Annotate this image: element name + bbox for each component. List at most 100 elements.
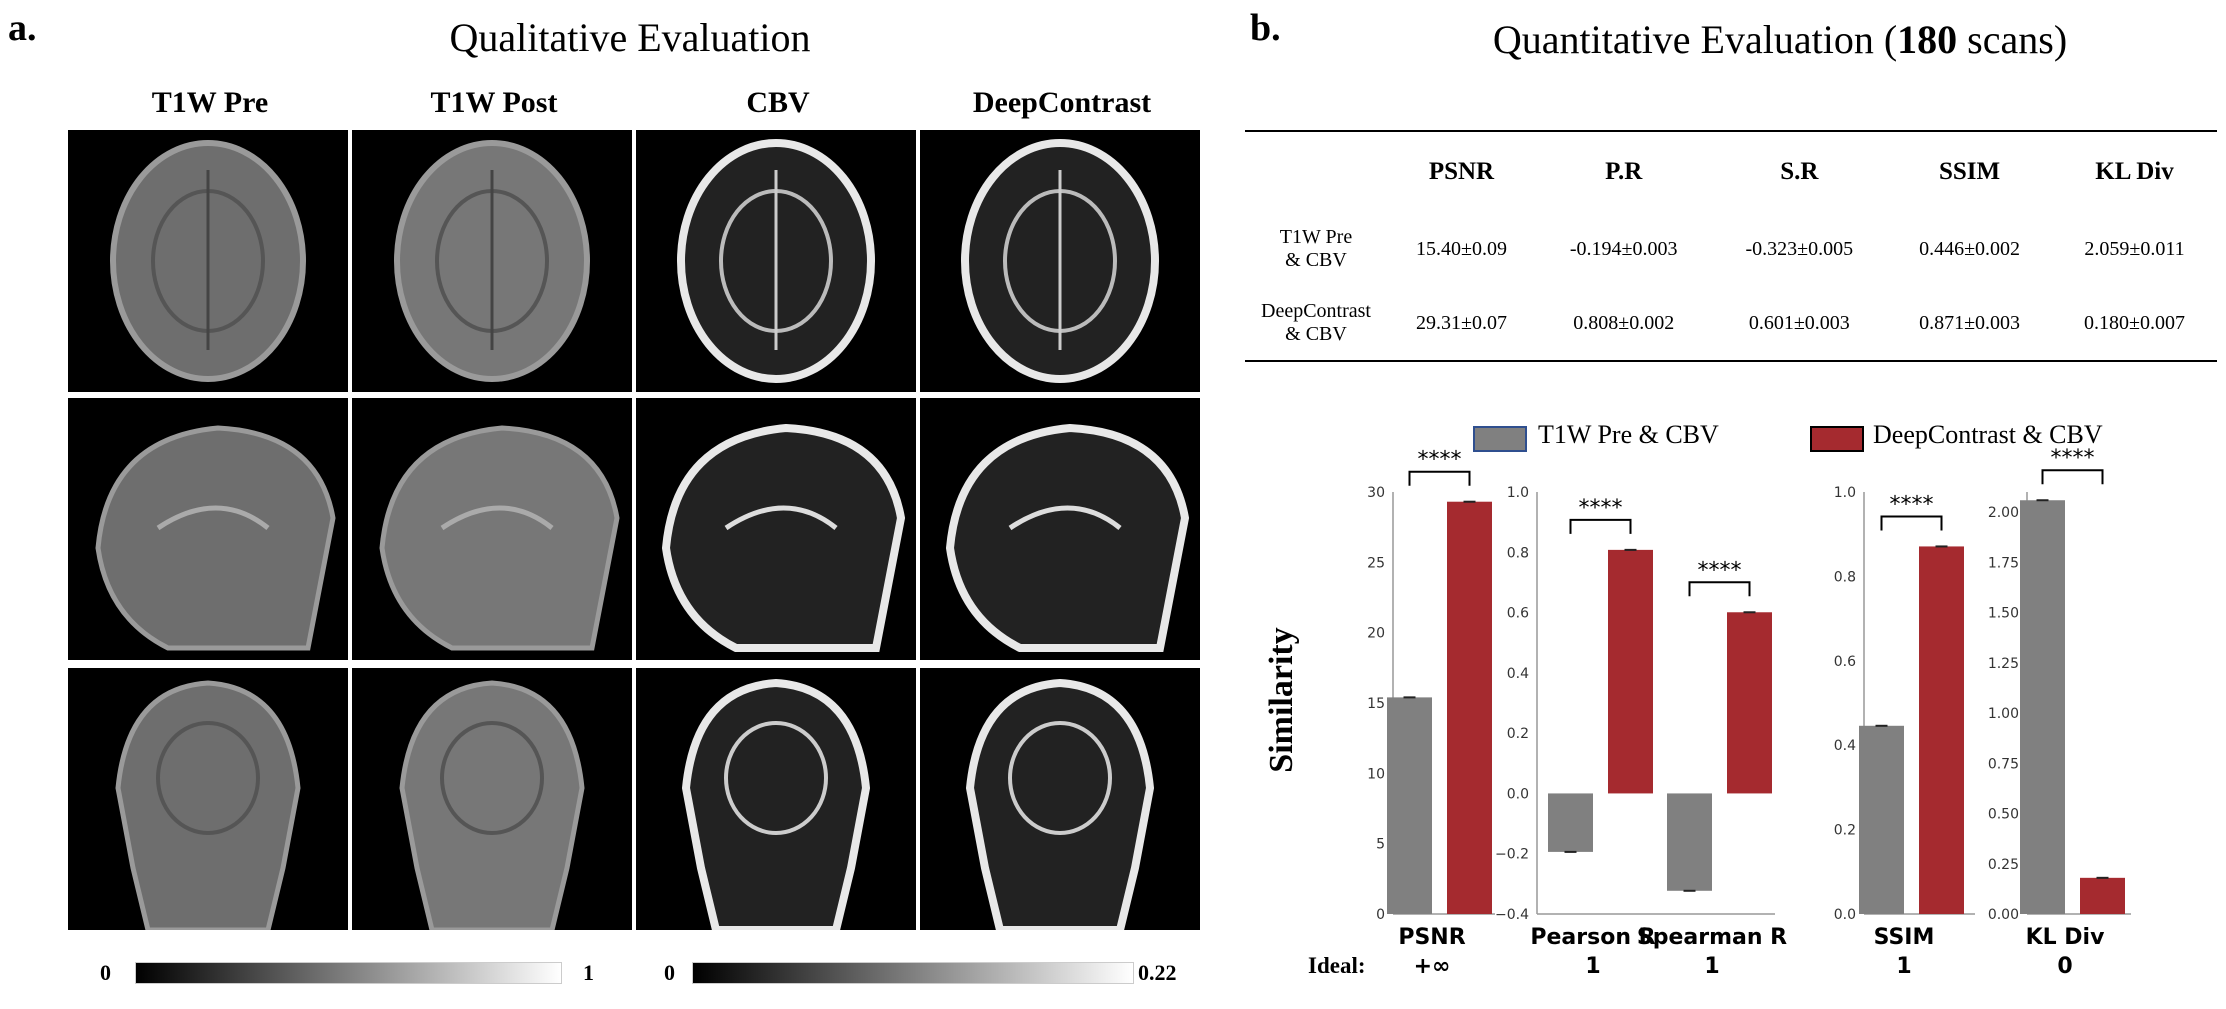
bar-deepcontrast	[1447, 501, 1492, 914]
legend-label-red: DeepContrast & CBV	[1873, 420, 2103, 449]
significance-stars: ****	[1418, 448, 1462, 473]
legend-swatch-red	[1810, 426, 1864, 452]
ideal-value: 1	[1704, 954, 1719, 979]
table-header-row: PSNR P.R S.R SSIM KL Div	[1245, 131, 2217, 212]
table-header-cell: PSNR	[1428, 158, 1495, 185]
table-header-cell: S.R	[1780, 158, 1819, 185]
col-head-t1w-post: T1W Post	[430, 86, 558, 119]
significance-bracket	[2041, 469, 2104, 485]
mri-slice-drawing	[677, 139, 875, 383]
mri-sagittal-cbv-image	[636, 398, 916, 660]
y-tick-label: 1.0	[1507, 485, 1529, 501]
ideal-value: 1	[1585, 954, 1600, 979]
y-tick-label: 15	[1367, 696, 1385, 712]
mri-sagittal-t1w-pre-image	[68, 398, 348, 660]
legend-swatch-gray	[1473, 426, 1527, 452]
table-cell: -0.323±0.005	[1745, 237, 1854, 260]
mri-coronal-t1w-post-image	[352, 668, 632, 930]
bar-deepcontrast	[2080, 877, 2125, 914]
col-head-t1w-pre: T1W Pre	[151, 86, 269, 119]
y-tick-label: 2.00	[1988, 505, 2019, 521]
mri-slice-drawing	[394, 140, 590, 382]
metrics-table: PSNR P.R S.R SSIM KL Div T1W Pre & CBV 15…	[1245, 130, 2217, 362]
table-cell: 15.40±0.09	[1415, 237, 1507, 260]
col-head-deepcontrast: DeepContrast	[972, 86, 1152, 119]
significance-bracket	[1569, 518, 1632, 534]
bar-deepcontrast	[1727, 612, 1772, 794]
table-row: T1W Pre & CBV 15.40±0.09 -0.194±0.003 -0.…	[1245, 212, 2217, 286]
significance-bracket	[1688, 581, 1751, 597]
y-tick-label: 1.75	[1988, 555, 2019, 571]
ideal-value: 0	[2057, 954, 2072, 979]
y-tick-label: 0.0	[1507, 786, 1529, 802]
significance-bracket	[1880, 515, 1943, 531]
col-head-cbv: CBV	[746, 86, 810, 119]
mri-axial-deepcontrast-image	[920, 130, 1200, 392]
bar-deepcontrast	[1919, 546, 1964, 914]
colorbar-left-min: 0	[100, 960, 111, 985]
table-cell: -0.194±0.003	[1569, 237, 1678, 260]
x-category-label: SSIM	[1874, 925, 1935, 950]
bar-t1w-pre	[1667, 793, 1712, 891]
significance-stars: ****	[1579, 496, 1623, 521]
y-tick-label: 0.8	[1834, 569, 1856, 585]
colorbar-right	[692, 962, 1134, 984]
table-cell: 29.31±0.07	[1415, 311, 1507, 334]
x-category-label: Pearson R	[1530, 925, 1655, 950]
table-header-cell: P.R	[1605, 158, 1643, 185]
table-header-cell: SSIM	[1939, 158, 2001, 185]
y-tick-label: −0.4	[1495, 907, 1529, 923]
significance-bracket	[1408, 470, 1471, 486]
y-tick-label: 0.25	[1988, 857, 2019, 873]
y-tick-label: 0.4	[1834, 738, 1856, 754]
y-tick-label: 1.0	[1834, 485, 1856, 501]
x-category-label: KL Div	[2026, 925, 2106, 950]
table-cell: 2.059±0.011	[2084, 237, 2185, 260]
mri-slice-drawing	[961, 139, 1159, 383]
mri-slice-drawing	[379, 425, 620, 651]
ideal-value: +∞	[1414, 954, 1451, 979]
y-tick-label: −0.2	[1495, 847, 1529, 863]
mri-axial-cbv-image	[636, 130, 916, 392]
y-tick-label: 1.50	[1988, 606, 2019, 622]
bar-t1w-pre	[2020, 500, 2065, 914]
colorbar-left-max: 1	[583, 960, 594, 985]
y-tick-label: 0.2	[1834, 823, 1856, 839]
y-tick-label: 30	[1367, 485, 1385, 501]
mri-coronal-cbv-image	[636, 668, 916, 930]
mri-axial-t1w-post-image	[352, 130, 632, 392]
mri-slice-drawing	[399, 680, 585, 930]
table-cell: 0.808±0.002	[1573, 311, 1675, 334]
y-tick-label: 0.6	[1507, 606, 1529, 622]
y-tick-label: 5	[1376, 837, 1385, 853]
y-tick-label: 0.6	[1834, 654, 1856, 670]
x-category-label: PSNR	[1398, 925, 1465, 950]
y-tick-label: 20	[1367, 626, 1385, 642]
y-tick-label: 1.25	[1988, 656, 2019, 672]
table-cell: 0.601±0.003	[1748, 311, 1850, 334]
colorbar-right-min: 0	[664, 960, 675, 985]
y-tick-label: 0.75	[1988, 756, 2019, 772]
y-tick-label: 0.00	[1988, 907, 2019, 923]
colorbar-right-max: 0.22	[1138, 960, 1177, 985]
panel-b-title: Quantitative Evaluation (180 scans)	[1492, 17, 2068, 62]
y-tick-label: 25	[1367, 555, 1385, 571]
significance-stars: ****	[1698, 558, 1742, 583]
y-tick-label: 0	[1376, 907, 1385, 923]
ideal-label: Ideal:	[1308, 953, 1366, 978]
mri-slice-drawing	[115, 680, 301, 930]
panel-a-title: Qualitative Evaluation	[449, 15, 811, 60]
table-header-cell: KL Div	[2095, 158, 2174, 185]
mri-sagittal-deepcontrast-image	[920, 398, 1200, 660]
mri-slice-drawing	[661, 423, 906, 652]
panel-b-label: b.	[1250, 7, 1281, 49]
y-tick-label: 0.50	[1988, 807, 2019, 823]
mri-slice-drawing	[110, 140, 306, 382]
panel-a-label: a.	[8, 7, 37, 49]
bar-t1w-pre	[1548, 793, 1593, 852]
legend-label-gray: T1W Pre & CBV	[1538, 420, 1719, 449]
significance-stars: ****	[2051, 446, 2095, 471]
table-cell: 0.180±0.007	[2084, 311, 2186, 334]
row-label: DeepContrast & CBV	[1261, 300, 1371, 345]
ideal-value: 1	[1896, 954, 1911, 979]
